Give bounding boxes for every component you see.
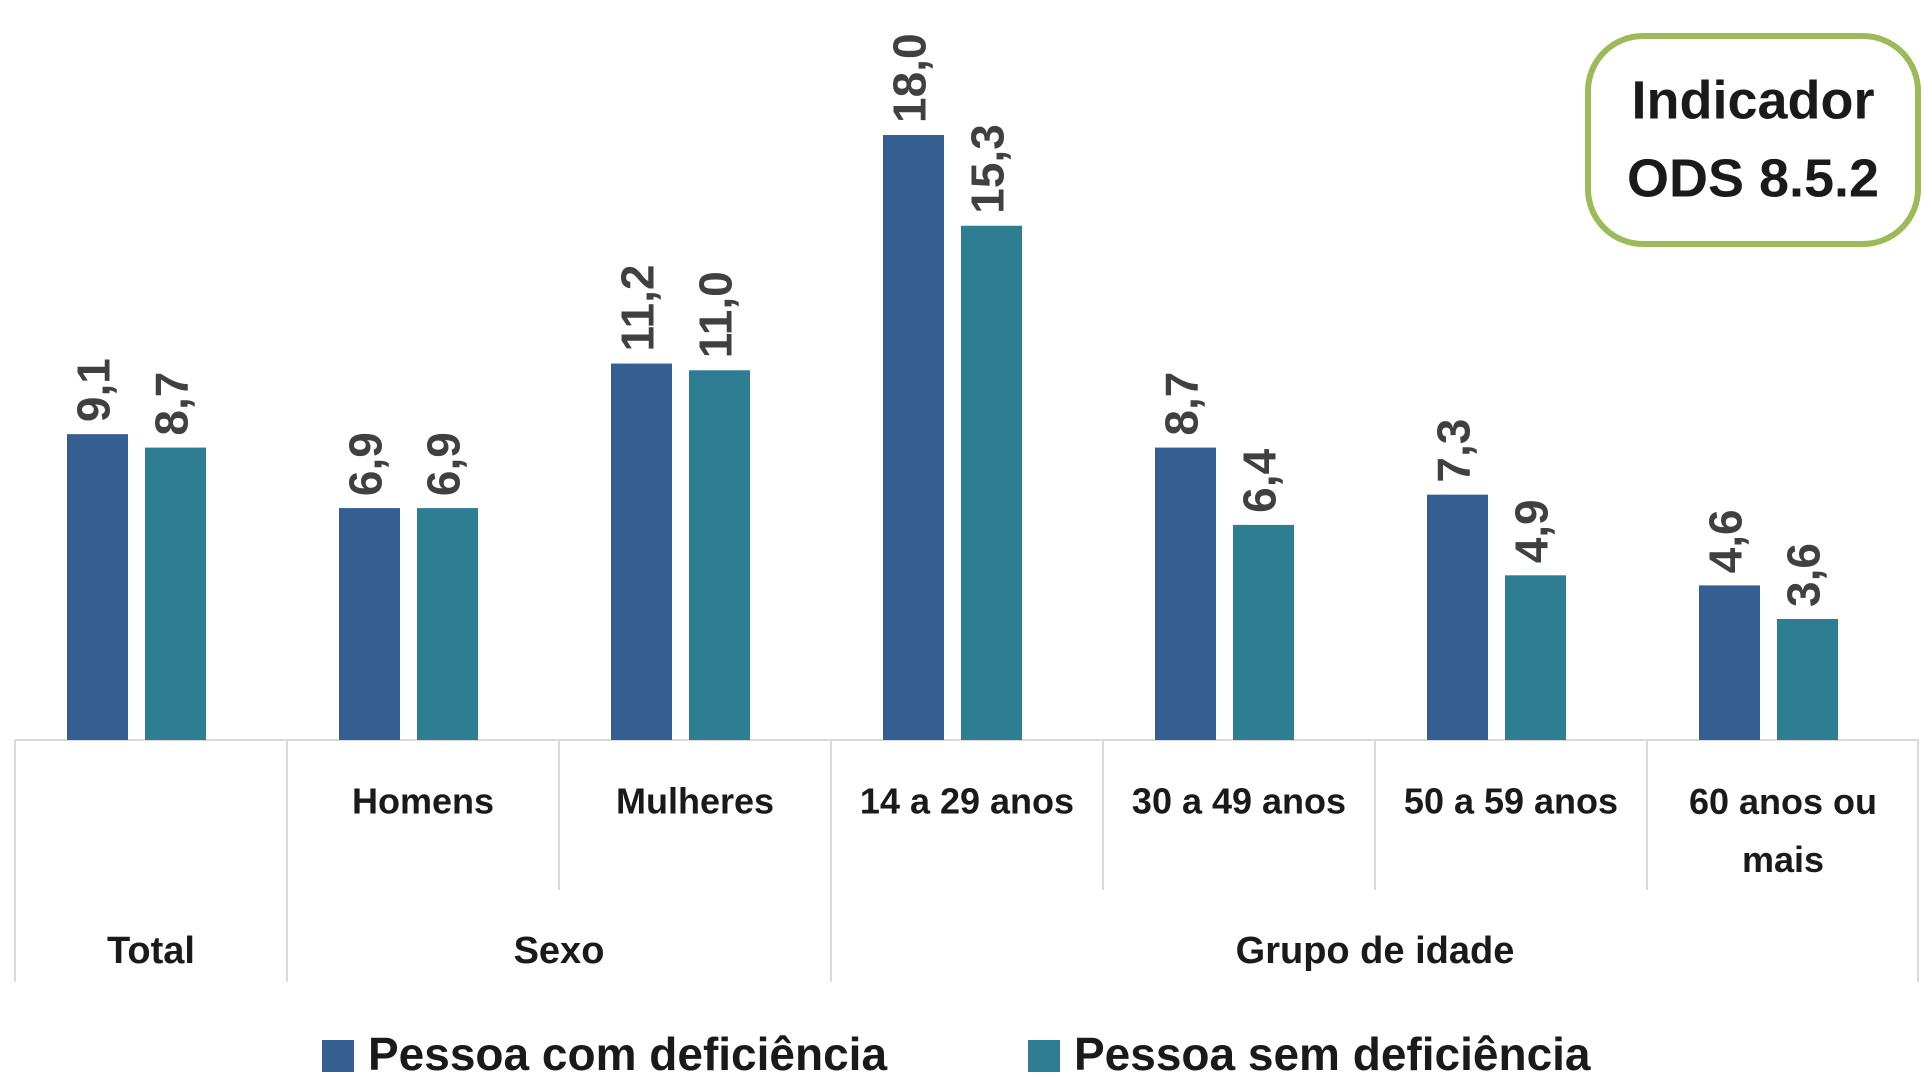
value-label: 11,2 [612, 265, 664, 352]
legend-swatch [1028, 1040, 1060, 1072]
group-label: Grupo de idade [1236, 930, 1515, 972]
x-tick-label: 14 a 29 anos [860, 781, 1074, 822]
value-label: 11,0 [690, 271, 742, 358]
bar [689, 370, 750, 740]
bar [145, 447, 206, 740]
bar [611, 363, 672, 740]
bar [1699, 585, 1760, 740]
bar [1427, 494, 1488, 740]
value-label: 7,3 [1428, 419, 1480, 483]
group-label: Sexo [514, 930, 605, 972]
value-label: 4,9 [1506, 499, 1558, 563]
x-tick-label: Mulheres [616, 781, 774, 822]
annotation-box [1585, 33, 1921, 247]
bar [417, 508, 478, 740]
value-label: 8,7 [1156, 372, 1208, 436]
bar [1777, 619, 1838, 740]
bar [67, 434, 128, 740]
value-label: 9,1 [68, 358, 120, 422]
value-label: 3,6 [1778, 543, 1830, 607]
bar [883, 135, 944, 740]
bar [339, 508, 400, 740]
value-label: 15,3 [962, 124, 1014, 214]
bar [961, 225, 1022, 740]
bar [1505, 575, 1566, 740]
bar [1233, 524, 1294, 740]
legend-label: Pessoa com deficiência [368, 1028, 887, 1080]
annotation-line: ODS 8.5.2 [1627, 148, 1879, 208]
value-label: 6,9 [340, 432, 392, 496]
x-tick-label: 50 a 59 anos [1404, 781, 1618, 822]
value-label: 4,6 [1700, 509, 1752, 573]
value-label: 6,9 [418, 432, 470, 496]
legend-label: Pessoa sem deficiência [1074, 1028, 1591, 1080]
value-label: 18,0 [884, 33, 936, 123]
group-label: Total [107, 930, 195, 972]
x-tick-label: 30 a 49 anos [1132, 781, 1346, 822]
x-tick-label: Homens [352, 781, 494, 822]
legend-swatch [322, 1040, 354, 1072]
annotation-line: Indicador [1631, 70, 1874, 130]
bar [1155, 447, 1216, 740]
value-label: 8,7 [146, 372, 198, 436]
x-tick-label: 60 anos ou mais [1689, 781, 1877, 880]
value-label: 6,4 [1234, 449, 1286, 513]
